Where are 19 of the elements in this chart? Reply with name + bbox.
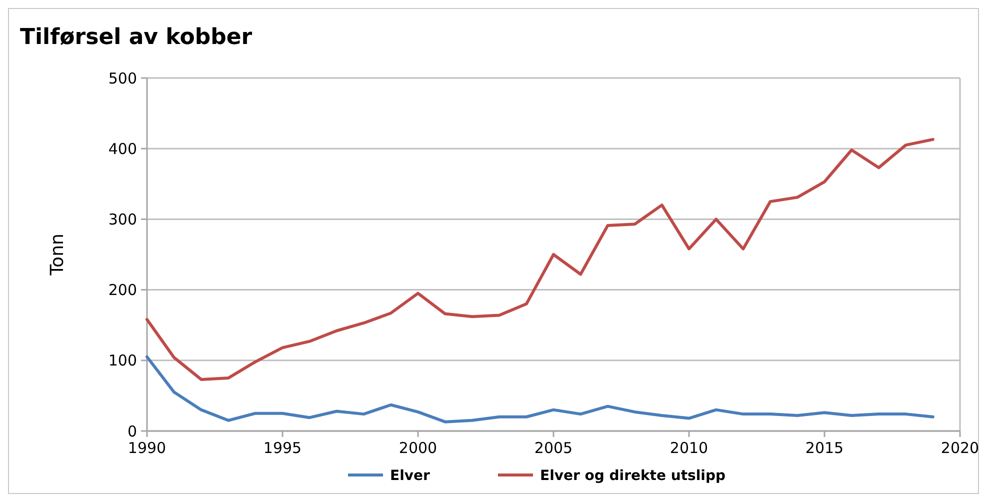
y-tick-label: 0 bbox=[127, 422, 137, 440]
y-tick-label: 300 bbox=[108, 210, 137, 228]
x-tick-label: 2010 bbox=[670, 439, 708, 457]
line-series bbox=[146, 138, 934, 381]
x-tick-label: 1995 bbox=[263, 439, 302, 457]
chart-title: Tilførsel av kobber bbox=[20, 25, 252, 50]
y-tick-label: 400 bbox=[108, 140, 137, 158]
x-tick-label: 2015 bbox=[805, 439, 844, 457]
y-tick-label: 500 bbox=[108, 69, 137, 88]
y-axis-title: Tonn bbox=[47, 234, 68, 276]
x-tick-label: 2000 bbox=[398, 439, 438, 457]
x-tick-label: 2005 bbox=[534, 439, 573, 457]
y-tick-label: 100 bbox=[108, 352, 137, 370]
y-tick-label: 200 bbox=[108, 281, 137, 300]
x-tick-label: 2020 bbox=[940, 439, 980, 457]
line-series bbox=[146, 355, 934, 424]
legend-label: Elver bbox=[390, 468, 430, 484]
x-tick-label: 1990 bbox=[128, 439, 166, 457]
legend-label: Elver og direkte utslipp bbox=[540, 468, 726, 484]
